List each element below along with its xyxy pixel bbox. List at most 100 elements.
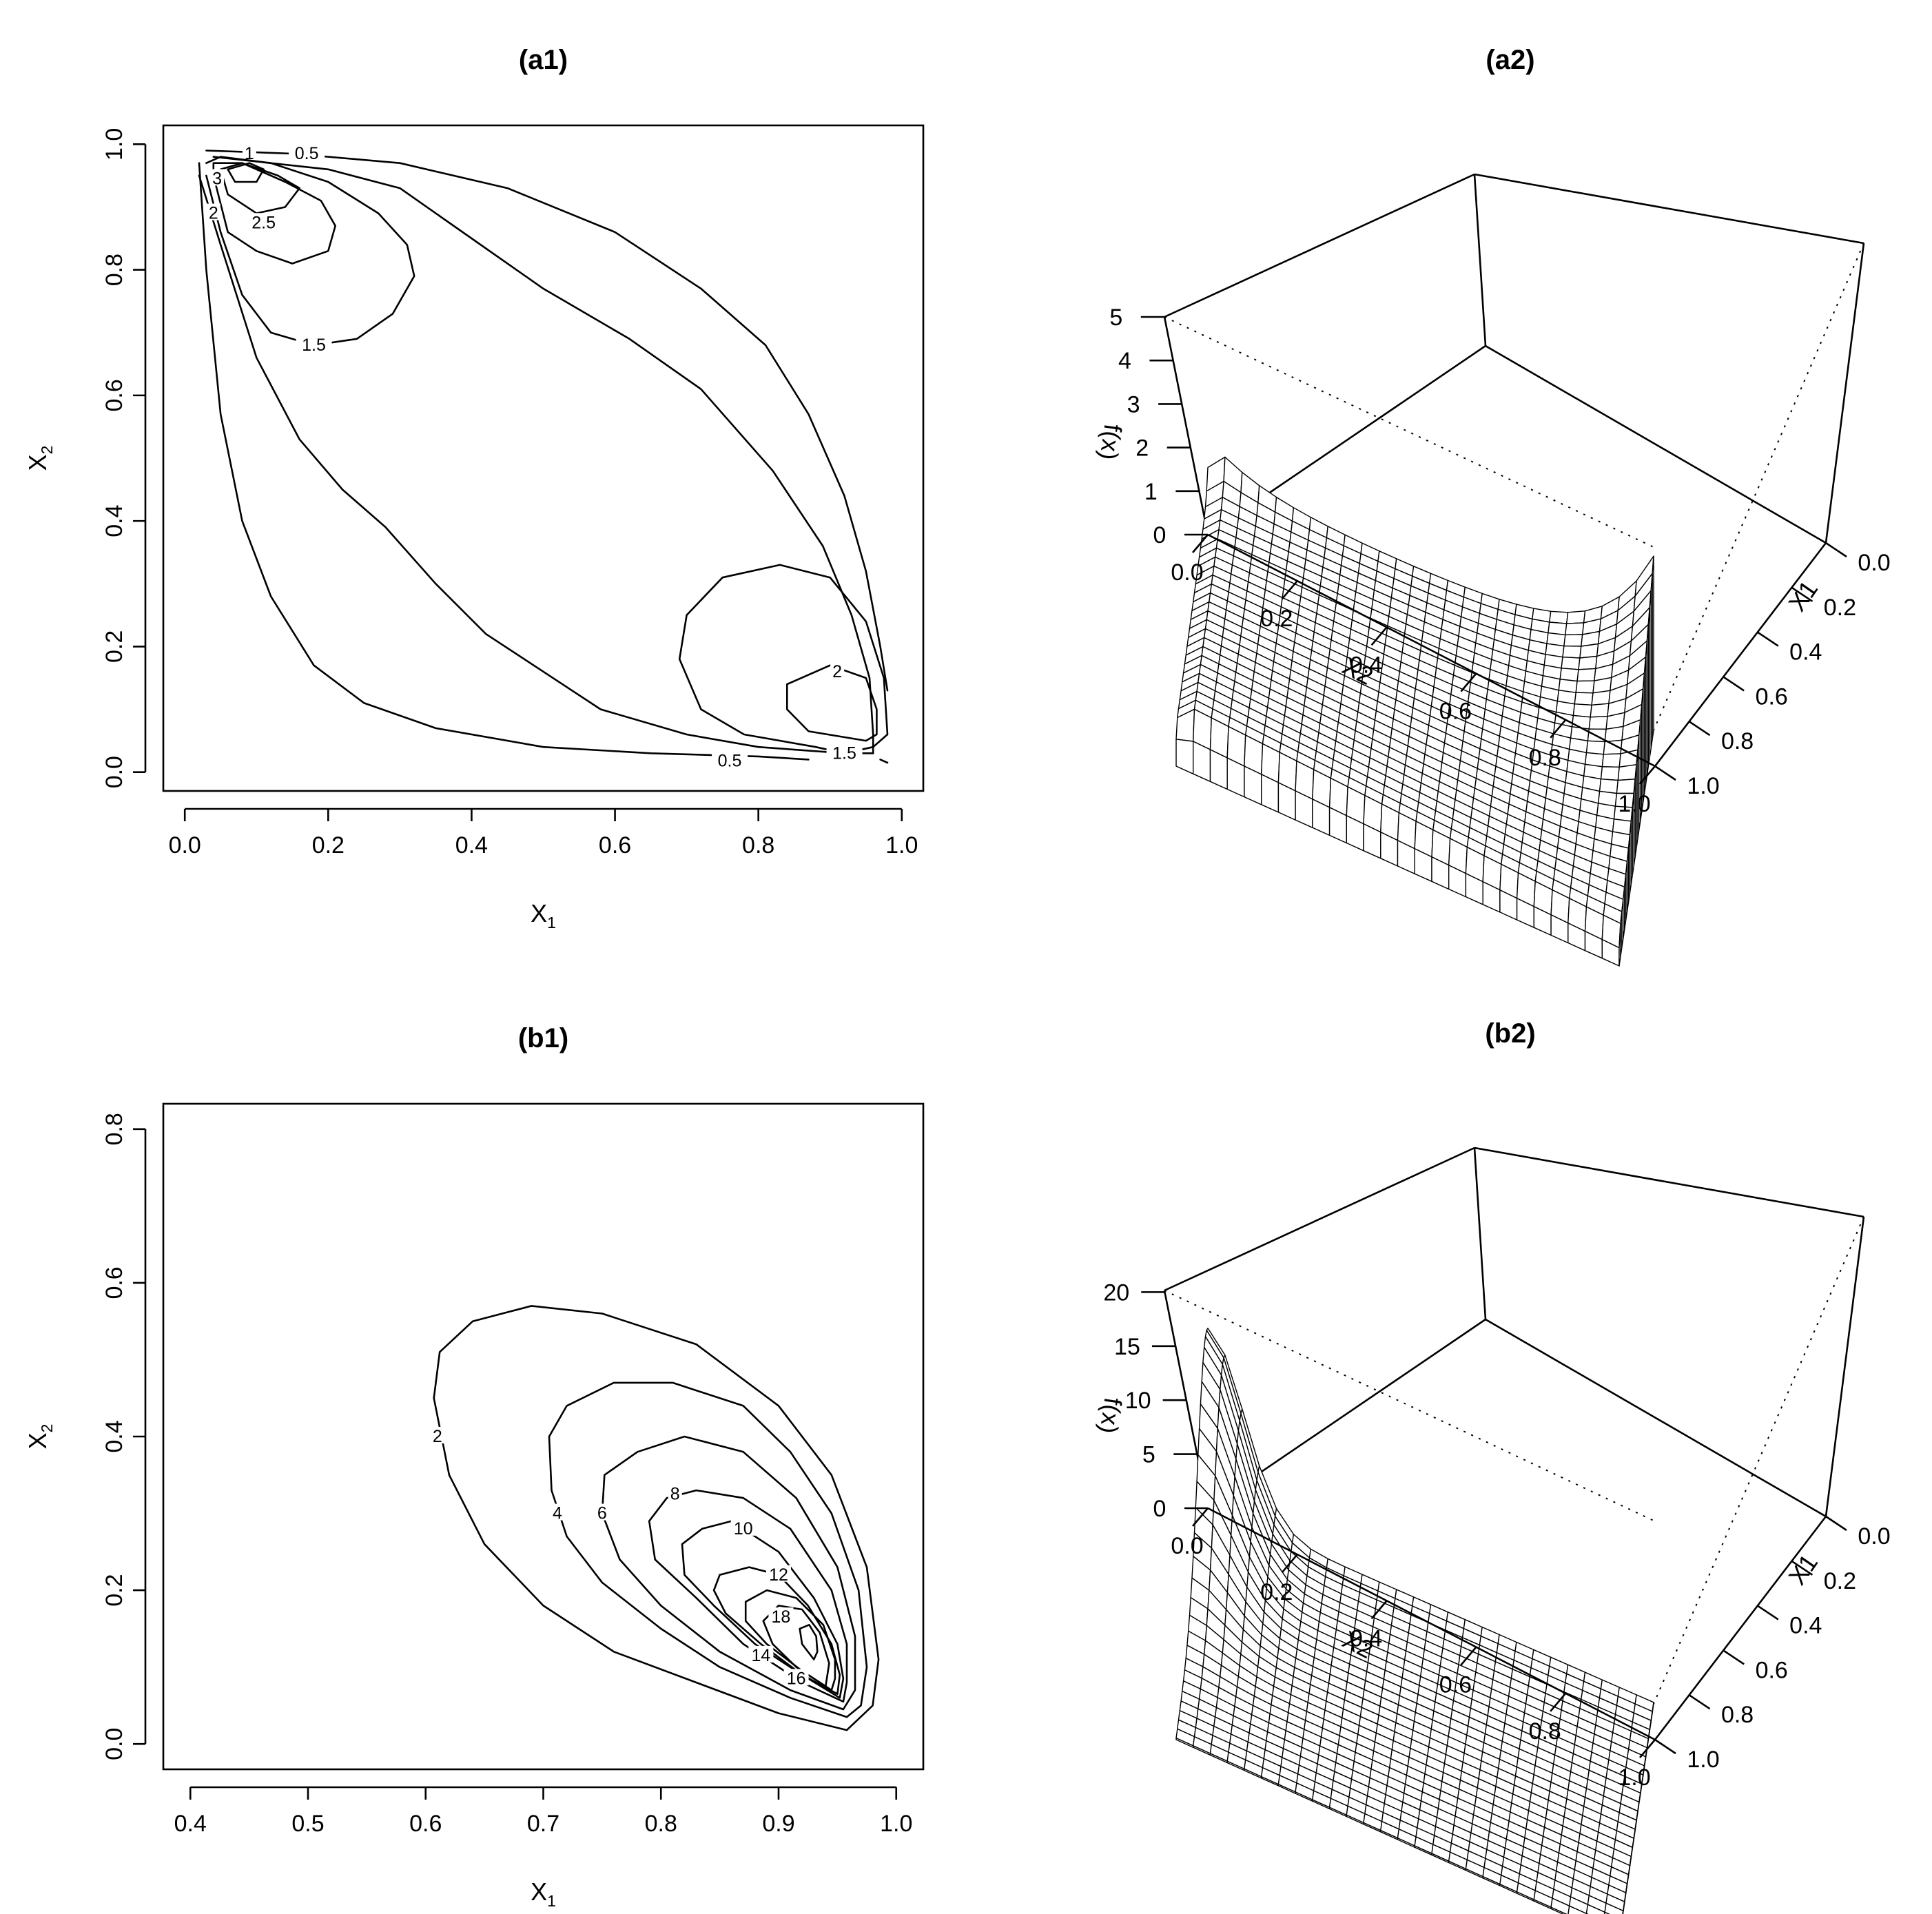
panel-a1-plot-frame: [162, 124, 925, 792]
panel-b1-contour-label: 2: [433, 1427, 442, 1446]
panel-b1-contour-14: [744, 1589, 836, 1691]
panel-b1-x-tick-label: 1.0: [880, 1811, 912, 1837]
panel-b2-box-edge: [1474, 1146, 1864, 1218]
contour-label-background: [768, 1607, 794, 1625]
panel-a1-contour-label: 1.5: [302, 336, 326, 355]
panel-b2-x1-tick-label: 0.6: [1756, 1657, 1788, 1683]
panel-a1-y-tick-label: 1.0: [101, 128, 127, 161]
panel-a2-x2-tick: [1639, 765, 1656, 785]
panel-b1-y-tick-label: 0.6: [101, 1266, 127, 1299]
surface-facet: [1568, 1905, 1587, 1914]
panel-b1-y-tick-label: 0.2: [101, 1574, 127, 1606]
surface-skirt: [1618, 923, 1621, 967]
panel-a2-x2-tick-label: 1.0: [1618, 791, 1650, 817]
panel-b1-y-axis-label: X2: [23, 1424, 56, 1450]
panel-b1-x-tick-label: 0.5: [291, 1811, 324, 1837]
panel-a1-title: (a1): [519, 45, 568, 75]
panel-a1-y-axis-label: X2: [23, 446, 56, 471]
panel-b1-contour-label: 4: [553, 1504, 562, 1523]
contour-label-background: [712, 751, 748, 768]
panel-a1-contour-label: 2: [832, 662, 842, 681]
surface-facet: [1604, 726, 1624, 743]
surface-facet: [1576, 668, 1596, 682]
panel-a2-x1-tick: [1825, 542, 1847, 558]
panel-b2-z-tick-label: 15: [1114, 1334, 1140, 1360]
panel-a2-box-edge: [1654, 542, 1827, 767]
panel-a2-x1-tick: [1688, 721, 1711, 737]
panel-b1-x-tick-label: 0.4: [174, 1811, 207, 1837]
panel-b2-title: (b2): [1485, 1018, 1535, 1049]
contour-label-background: [430, 1427, 444, 1443]
y-axis-label-main: X: [23, 454, 52, 471]
panel-b2-z-tick-label: 10: [1125, 1388, 1151, 1414]
contour-label-background: [748, 1645, 774, 1663]
panel-b2-z-axis-label: f(x): [1094, 1396, 1127, 1435]
panel-b2-box-hidden-edge: [1653, 1216, 1864, 1705]
panel-a2-z-tick-label: 4: [1118, 348, 1131, 374]
panel-a1-x-tick-label: 0.2: [312, 832, 345, 858]
contour-label-background: [783, 1669, 809, 1686]
surface-facet: [1585, 1904, 1605, 1914]
panel-b1-x-tick-label: 0.6: [409, 1811, 442, 1837]
y-axis-label-main: X: [23, 1432, 52, 1449]
panel-b2-x2-tick-label: 0.0: [1171, 1533, 1203, 1559]
panel-a2-z-tick-label: 2: [1135, 435, 1149, 462]
panel-b2-surface: [1175, 1328, 1654, 1914]
surface-facet: [1565, 622, 1585, 636]
panel-a1-contour-2: [212, 162, 336, 265]
panel-b2-x2-tick-label: 0.2: [1260, 1579, 1293, 1605]
panel-a1-y-tick-label: 0.2: [101, 630, 127, 663]
panel-a2-x1-tick-label: 0.4: [1789, 639, 1822, 666]
panel-a2-x1-tick-label: 0.6: [1756, 683, 1788, 710]
panel-b2-x1-tick: [1757, 1605, 1779, 1620]
panel-b1-contour-6: [601, 1435, 856, 1711]
panel-a1-contour-0_5: [198, 162, 810, 761]
surface-skirt: [1175, 739, 1194, 774]
panel-b2-x2-tick: [1281, 1554, 1298, 1574]
panel-b1-contour-16: [762, 1605, 830, 1687]
panel-b2-x2-tick: [1639, 1739, 1656, 1758]
contour-label-background: [595, 1503, 609, 1521]
panel-b1-contour-18: [799, 1624, 819, 1660]
panel-b1-contour-label: 16: [787, 1669, 806, 1688]
panel-a2-x1-tick: [1654, 765, 1676, 781]
panel-a2-x2-tick: [1370, 626, 1388, 646]
panel-b1-contour-label: 10: [734, 1519, 753, 1539]
panel-a2-box-edge: [1163, 316, 1209, 535]
panel-a1-contour-1_5: [678, 564, 889, 754]
panel-b2-x2-tick: [1192, 1507, 1209, 1527]
panel-b1-contour-label: 18: [771, 1607, 790, 1627]
surface-skirt: [1622, 1910, 1624, 1914]
panel-a1-contour-1: [198, 174, 874, 754]
panel-b1-title: (b1): [518, 1023, 568, 1053]
panel-a2-x1-tick-label: 1.0: [1687, 773, 1719, 799]
panel-a2-x1-tick-label: 0.2: [1824, 595, 1856, 621]
panel-a2-x2-tick-label: 0.0: [1171, 559, 1203, 586]
panel-b2-z-tick-label: 20: [1103, 1279, 1129, 1306]
panel-a1-contour-label: 3: [212, 169, 222, 188]
panel-b1-x-tick-label: 0.7: [527, 1811, 559, 1837]
contour-label-background: [550, 1503, 564, 1521]
contour-label-background: [830, 661, 845, 679]
panel-b2-x2-tick: [1460, 1646, 1477, 1666]
panel-b1-plot-frame: [162, 1102, 925, 1771]
panel-b1-y-tick-label: 0.0: [101, 1728, 127, 1760]
contour-label-background: [242, 144, 256, 161]
panel-b2-x2-tick-label: 0.8: [1529, 1718, 1561, 1745]
panel-b1-contour-label: 14: [751, 1646, 770, 1665]
panel-a2-z-tick-label: 3: [1127, 391, 1140, 418]
panel-a2-box-edge: [1207, 533, 1656, 768]
panel-a1-contour-label: 1.5: [832, 743, 856, 763]
panel-a2-x2-tick-label: 0.4: [1350, 652, 1382, 678]
panel-a2-x1-tick-label: 0.0: [1858, 550, 1890, 576]
panel-a1-contour-label: 2: [209, 204, 218, 223]
panel-a2-box-edge: [1164, 173, 1475, 318]
surface-facet: [1585, 740, 1605, 755]
panel-b1-contour-2: [433, 1305, 880, 1731]
contour-label-background: [289, 144, 325, 161]
panel-b2-x1-tick-label: 0.2: [1824, 1568, 1856, 1594]
surface-facet: [1549, 610, 1569, 624]
surface-facet: [1601, 753, 1621, 768]
panel-a2-z-tick-label: 5: [1109, 305, 1122, 331]
